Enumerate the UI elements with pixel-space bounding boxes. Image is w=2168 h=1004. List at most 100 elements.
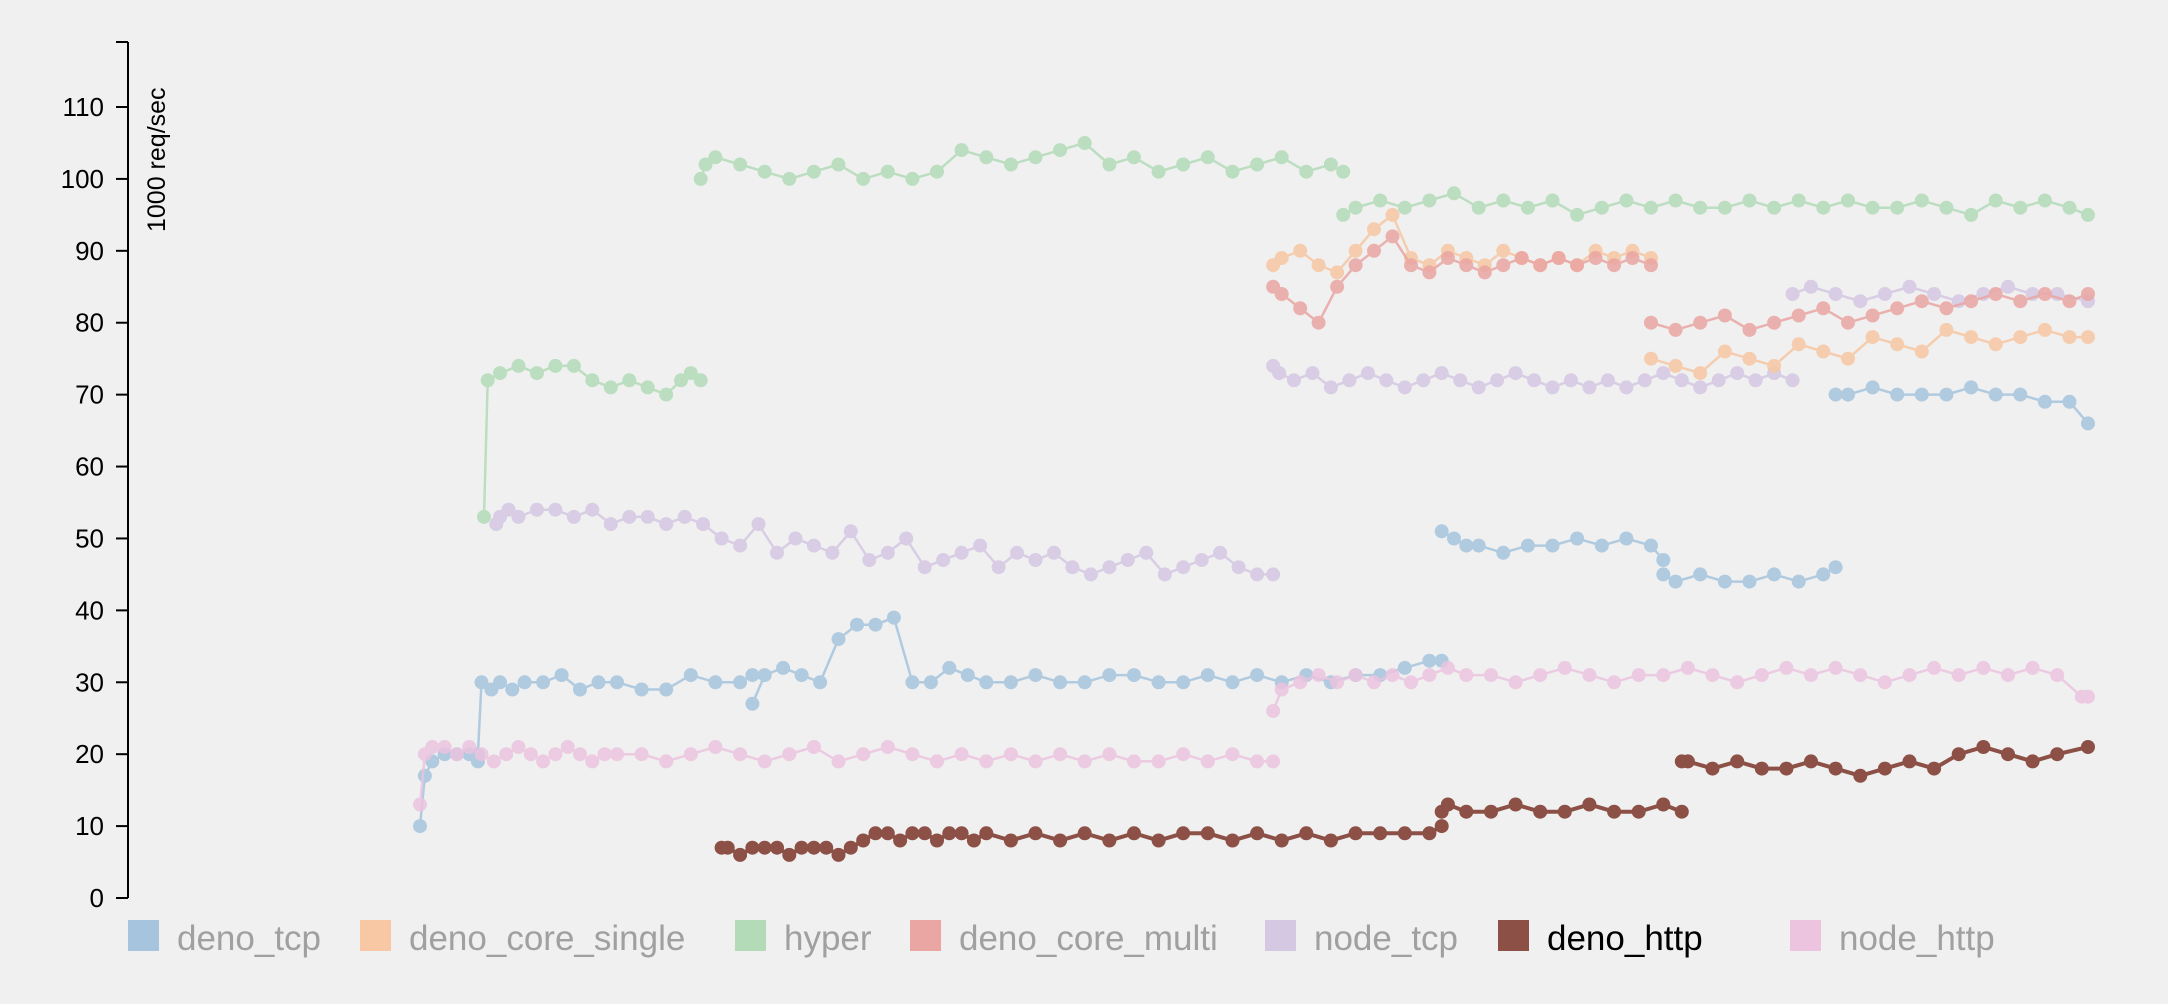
data-point — [1287, 373, 1301, 388]
data-point — [1496, 258, 1511, 273]
data-point — [806, 740, 821, 754]
data-point — [1330, 675, 1345, 690]
data-point — [1964, 294, 1979, 309]
data-point — [1828, 387, 1843, 402]
data-point — [1028, 150, 1043, 165]
data-point — [1348, 258, 1363, 273]
y-tick-label: 20 — [75, 739, 104, 769]
data-point — [1705, 761, 1720, 776]
data-point — [622, 509, 637, 524]
data-point — [1397, 826, 1412, 841]
data-point — [813, 675, 828, 690]
data-point — [1607, 258, 1622, 273]
data-point — [1459, 804, 1474, 819]
data-point — [1705, 668, 1720, 683]
data-point — [1434, 524, 1449, 539]
data-point — [683, 747, 698, 762]
data-point — [1323, 380, 1338, 395]
data-point — [1890, 337, 1905, 352]
y-tick-label: 80 — [75, 308, 104, 338]
data-point — [1594, 200, 1609, 215]
data-point — [1373, 826, 1388, 841]
data-point — [979, 675, 994, 690]
data-point — [1484, 804, 1498, 819]
data-point — [923, 675, 938, 690]
legend-item-node-http[interactable]: node_http — [1790, 919, 1995, 958]
data-point — [683, 668, 698, 683]
data-point — [1266, 704, 1281, 718]
data-point — [1508, 675, 1523, 690]
data-point — [831, 847, 846, 862]
data-point — [1520, 200, 1535, 215]
legend-item-deno-http[interactable]: deno_http — [1498, 919, 1703, 958]
data-point — [1330, 265, 1345, 280]
data-point — [1730, 754, 1745, 769]
legend-item-deno-tcp[interactable]: deno_tcp — [128, 919, 321, 958]
data-point — [1853, 668, 1868, 683]
data-point — [2062, 330, 2077, 345]
data-point — [1250, 668, 1265, 683]
data-point — [1988, 193, 2003, 208]
data-point — [1582, 668, 1597, 683]
legend-item-node-tcp[interactable]: node_tcp — [1265, 919, 1458, 958]
data-point — [1330, 279, 1345, 294]
y-tick-label: 70 — [75, 380, 104, 410]
data-point — [1533, 668, 1548, 683]
data-point — [1225, 164, 1240, 179]
data-point — [1570, 258, 1585, 273]
data-point — [1533, 258, 1548, 273]
data-point — [1619, 380, 1634, 395]
data-point — [936, 553, 951, 567]
data-point — [930, 833, 944, 848]
series-deno-tcp — [413, 380, 2095, 834]
data-point — [2001, 668, 2015, 683]
data-point — [1914, 294, 1929, 309]
data-point — [1631, 668, 1646, 683]
data-point — [1003, 675, 1018, 690]
data-point — [1730, 366, 1745, 381]
data-point — [548, 502, 563, 517]
data-point — [745, 840, 760, 855]
data-point — [831, 157, 846, 172]
data-point — [1397, 200, 1412, 215]
y-tick-label: 100 — [61, 164, 104, 194]
data-point — [2037, 193, 2052, 208]
data-point — [1151, 164, 1166, 179]
data-point — [1477, 265, 1492, 280]
data-point — [425, 740, 440, 754]
legend-label: hyper — [784, 919, 872, 958]
data-point — [1914, 387, 1929, 402]
data-point — [930, 754, 944, 769]
data-point — [757, 840, 772, 855]
legend-item-deno-core-single[interactable]: deno_core_single — [360, 919, 685, 958]
data-point — [1447, 186, 1461, 201]
data-point — [1804, 279, 1818, 294]
data-point — [1914, 344, 1929, 359]
data-point — [733, 847, 748, 862]
data-point — [1151, 833, 1166, 848]
data-point — [1293, 675, 1308, 690]
data-point — [2062, 394, 2077, 409]
data-point — [622, 373, 637, 388]
data-point — [1299, 164, 1314, 179]
data-point — [991, 560, 1006, 575]
data-point — [905, 747, 920, 762]
data-point — [1742, 574, 1757, 589]
data-point — [1877, 287, 1892, 301]
data-point — [1816, 567, 1831, 582]
data-point — [1102, 833, 1117, 848]
data-point — [560, 740, 575, 754]
data-point — [2013, 200, 2028, 215]
data-point — [1988, 337, 2003, 352]
legend-item-deno-core-multi[interactable]: deno_core_multi — [910, 919, 1218, 958]
data-point — [1077, 826, 1092, 841]
legend-item-hyper[interactable]: hyper — [735, 919, 872, 958]
data-point — [1791, 193, 1806, 208]
data-point — [1742, 322, 1757, 337]
data-point — [1791, 337, 1806, 352]
data-point — [585, 502, 600, 517]
data-point — [1644, 258, 1658, 273]
data-point — [1890, 387, 1905, 402]
data-point — [1557, 660, 1572, 675]
